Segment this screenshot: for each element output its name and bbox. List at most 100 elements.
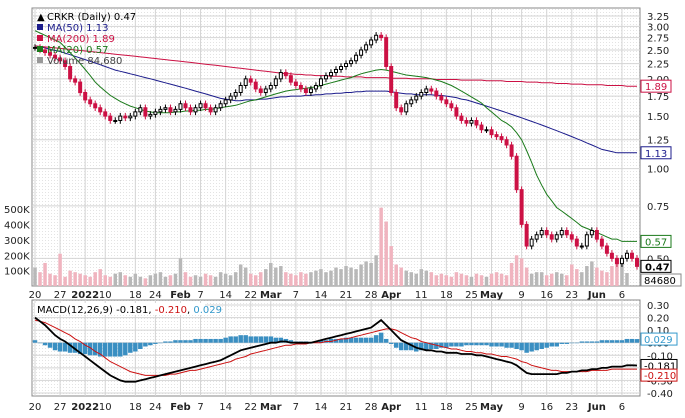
moving-average-lines <box>34 30 637 242</box>
price-y-tick-8: 1.25 <box>647 136 669 147</box>
candle-body-102 <box>544 230 549 236</box>
macd-x-tick-16: 11 <box>415 402 428 413</box>
volume-bars <box>33 207 629 286</box>
macd-hist-bar-97 <box>519 342 524 351</box>
candle-body-8 <box>73 78 78 83</box>
volume-bar-34 <box>203 273 208 286</box>
macd-hist-bar-0 <box>32 340 38 343</box>
price-y-tick-11: 0.50 <box>647 254 669 265</box>
candle-body-75 <box>409 99 414 105</box>
volume-bar-6 <box>63 276 67 286</box>
macd-hist-bar-79 <box>429 342 434 349</box>
candle-body-12 <box>93 103 98 109</box>
candle-body-67 <box>369 39 374 46</box>
price-value-tags: 1.13 1.89 0.57 0.47 84680 <box>640 79 682 287</box>
price-x-tick-7: 7 <box>197 290 203 301</box>
price-x-tick-24: 6 <box>619 290 625 301</box>
volume-bar-115 <box>610 266 614 286</box>
macd-hist-bar-35 <box>208 338 213 343</box>
candle-body-24 <box>153 111 158 115</box>
candle-body-25 <box>158 108 163 113</box>
volume-bar-52 <box>294 275 298 286</box>
volume-bar-0 <box>33 267 37 286</box>
legend-swatch-ma200 <box>37 35 43 41</box>
candle-body-80 <box>434 90 439 97</box>
macd-hist-bar-27 <box>168 341 173 343</box>
volume-bar-53 <box>299 272 303 286</box>
macd-hist-bar-25 <box>158 342 163 344</box>
volume-bar-85 <box>459 273 464 286</box>
macd-hist-bar-7 <box>67 342 73 353</box>
volume-bar-38 <box>223 273 228 286</box>
price-x-tick-22: 23 <box>565 290 578 301</box>
macd-hist-bar-83 <box>449 342 454 347</box>
macd-x-tick-2: 2022 <box>71 402 99 413</box>
macd-y-tick-6: -0.30 <box>647 376 673 387</box>
volume-bar-76 <box>414 273 419 286</box>
volume-bar-59 <box>329 270 333 286</box>
volume-bar-58 <box>324 272 328 286</box>
macd-x-tick-12: 14 <box>315 402 328 413</box>
candle-body-100 <box>534 234 539 240</box>
volume-bar-80 <box>434 275 439 286</box>
candle-body-111 <box>589 230 594 236</box>
volume-bar-116 <box>615 259 619 286</box>
volume-bar-99 <box>529 273 534 286</box>
volume-bar-113 <box>600 270 604 286</box>
macd-hist-bar-110 <box>584 341 590 343</box>
volume-y-tick-3: 200K <box>4 251 30 262</box>
macd-x-tick-10: Mar <box>260 402 282 413</box>
volume-bar-7 <box>68 270 72 286</box>
volume-bar-39 <box>228 275 233 286</box>
macd-hist-bar-46 <box>263 336 269 343</box>
macd-hist-bar-23 <box>148 342 153 346</box>
macd-x-tick-23: Jun <box>587 402 606 413</box>
volume-bar-1 <box>38 272 42 286</box>
volume-bar-32 <box>193 275 198 286</box>
candle-body-113 <box>599 238 604 247</box>
macd-value-tags: 0.029 -0.181-0.210 <box>640 332 678 382</box>
macd-hist-bar-51 <box>288 340 294 343</box>
candle-body-58 <box>323 75 328 80</box>
macd-hist-bar-22 <box>143 342 148 347</box>
macd-hist-bar-18 <box>123 342 128 356</box>
macd-hist-bar-118 <box>624 338 630 343</box>
macd-x-tick-7: 7 <box>197 402 203 413</box>
candle-body-72 <box>394 91 399 109</box>
macd-hist-bar-14 <box>102 342 108 357</box>
macd-hist-bar-45 <box>258 336 263 343</box>
candle-body-4 <box>53 54 58 59</box>
legend-swatch-volume <box>37 57 43 63</box>
candle-body-51 <box>288 75 293 83</box>
candle-body-63 <box>349 60 354 65</box>
volume-bar-106 <box>565 275 569 286</box>
macd-legend-name: MACD(12,26,9) <box>37 305 113 316</box>
macd-hist-bar-72 <box>393 342 399 348</box>
macd-hist-bar-16 <box>113 342 118 357</box>
candle-body-71 <box>389 66 394 93</box>
macd-hist-bar-87 <box>469 342 474 346</box>
volume-bar-95 <box>509 262 514 286</box>
candle-body-40 <box>233 91 238 97</box>
macd-y-tick-4: -0.10 <box>647 351 673 362</box>
legend-ma200: MA(200) 1.89 <box>47 34 115 45</box>
volume-bar-30 <box>183 272 188 286</box>
macd-x-tick-9: 22 <box>244 402 257 413</box>
candle-body-117 <box>619 257 624 265</box>
price-x-tick-2: 2022 <box>71 290 99 301</box>
candle-body-6 <box>63 60 68 68</box>
candle-body-78 <box>424 88 429 93</box>
candle-body-20 <box>133 111 138 117</box>
candle-body-55 <box>308 88 313 93</box>
candle-body-68 <box>374 34 379 41</box>
volume-bar-94 <box>504 275 509 286</box>
macd-x-tick-24: 6 <box>619 402 625 413</box>
macd-hist-bar-41 <box>238 335 243 343</box>
macd-x-tick-20: 9 <box>518 402 524 413</box>
price-x-tick-13: 21 <box>340 290 353 301</box>
candle-body-34 <box>203 103 208 109</box>
macd-hist-bar-47 <box>268 336 274 343</box>
candle-body-64 <box>354 54 359 62</box>
candle-body-98 <box>524 223 529 247</box>
volume-bar-73 <box>399 267 403 286</box>
